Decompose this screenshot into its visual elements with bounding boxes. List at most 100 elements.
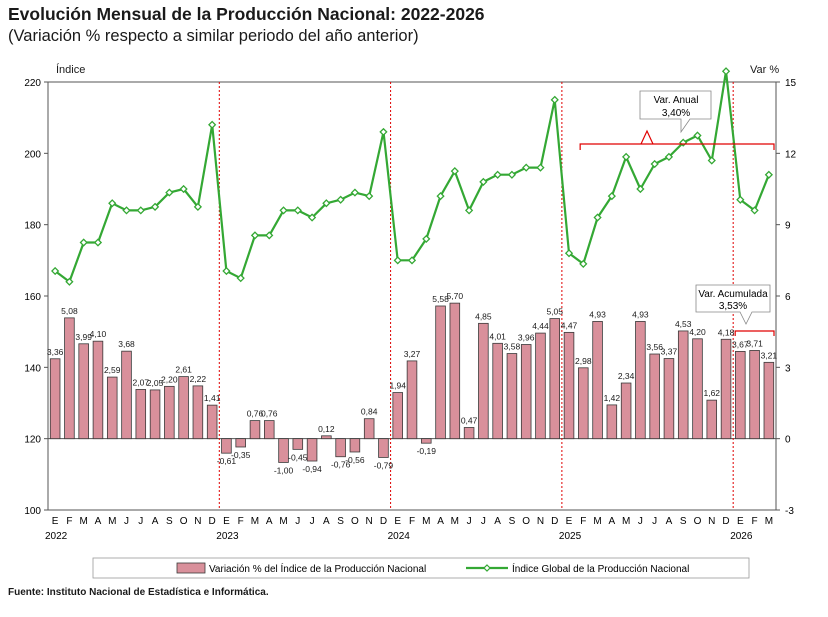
bar-value-label: 0,47	[461, 415, 478, 425]
index-point	[179, 184, 188, 194]
month-tick-label: F	[238, 516, 244, 527]
variation-bar	[406, 360, 418, 440]
bar-value-label: 3,58	[504, 342, 521, 352]
legend-line-marker	[483, 564, 491, 572]
variation-bar	[620, 382, 632, 440]
month-tick-label: F	[409, 516, 415, 527]
bar-value-label: 1,62	[703, 388, 720, 398]
variation-bar	[378, 438, 389, 458]
bar-value-label: 0,76	[247, 409, 264, 419]
index-point	[279, 206, 288, 215]
index-point	[407, 256, 417, 265]
bar-value-label: 5,05	[546, 307, 563, 317]
bar-value-label: 3,67	[732, 339, 749, 349]
month-tick-label: M	[279, 516, 287, 527]
variation-bar	[335, 438, 346, 458]
month-tick-label: D	[380, 516, 387, 527]
variation-bar	[492, 342, 503, 440]
month-tick-label: E	[737, 516, 744, 527]
month-tick-label: M	[593, 516, 601, 527]
month-tick-label: O	[694, 516, 702, 527]
variation-bar	[135, 389, 147, 440]
variation-bar	[449, 302, 461, 440]
chart-title: Evolución Mensual de la Producción Nacio…	[8, 4, 485, 24]
month-tick-label: J	[481, 516, 486, 527]
index-point	[664, 152, 674, 162]
variation-bar	[363, 418, 375, 440]
variation-bar	[463, 427, 475, 440]
bar-value-label: 4,18	[718, 327, 735, 337]
month-tick-label: F	[66, 516, 72, 527]
index-point	[165, 188, 174, 197]
month-tick-label: S	[337, 516, 344, 527]
variation-bar	[421, 438, 432, 444]
bar-value-label: -1,00	[274, 465, 294, 475]
variation-bar	[235, 438, 246, 448]
right-axis-tick-label: 15	[785, 78, 797, 89]
bar-value-label: 4,47	[561, 320, 578, 330]
index-point	[636, 184, 645, 194]
index-point	[736, 195, 745, 204]
month-tick-label: M	[422, 516, 430, 527]
bar-value-label: -0,35	[231, 450, 251, 460]
variation-bar	[64, 317, 75, 440]
variation-bar	[249, 420, 261, 440]
bar-value-label: -0,56	[345, 455, 365, 465]
bar-value-label: 1,42	[604, 393, 621, 403]
month-tick-label: D	[722, 516, 729, 527]
bar-value-label: -0,19	[417, 446, 437, 456]
index-point	[51, 266, 60, 276]
index-point	[193, 202, 203, 211]
variation-bar	[206, 404, 218, 440]
accumulated-bracket	[734, 330, 775, 336]
legend-box	[92, 557, 750, 579]
bar-value-label: 3,36	[47, 347, 64, 357]
plot-frame	[47, 81, 777, 511]
year-tick-label: 2022	[45, 531, 68, 542]
index-point	[122, 206, 131, 215]
annual-callout-label: Var. Anual	[654, 95, 699, 106]
bar-value-label: 5,08	[61, 306, 78, 316]
right-axis-tick-label: 0	[785, 435, 791, 446]
bar-value-label: 4,93	[589, 309, 606, 319]
month-tick-label: M	[622, 516, 630, 527]
bar-value-label: 2,98	[575, 356, 592, 366]
right-axis-tick-label: 12	[785, 149, 797, 160]
month-tick-label: M	[108, 516, 116, 527]
index-point	[150, 202, 160, 211]
index-point	[350, 188, 360, 197]
index-point	[379, 127, 388, 137]
left-axis-label: Índice	[56, 64, 86, 76]
bar-value-label: 3,71	[746, 338, 763, 348]
month-tick-label: J	[124, 516, 129, 527]
month-tick-label: A	[266, 516, 273, 527]
variation-bar	[435, 305, 446, 440]
variation-bar	[635, 321, 646, 440]
variation-bar	[692, 338, 703, 440]
month-tick-label: A	[494, 516, 501, 527]
month-tick-label: O	[180, 516, 188, 527]
variation-bar	[535, 332, 546, 440]
variation-bar	[478, 322, 489, 440]
index-point	[764, 170, 773, 179]
right-axis-tick-label: -3	[785, 506, 794, 517]
month-tick-label: M	[251, 516, 259, 527]
variation-bar	[221, 438, 232, 454]
variation-bar	[677, 330, 689, 440]
bar-value-label: 2,07	[133, 377, 150, 387]
bar-value-label: -0,76	[331, 460, 351, 470]
index-point	[479, 177, 488, 186]
bar-value-label: 3,27	[404, 349, 421, 359]
bar-value-label: 4,20	[689, 327, 706, 337]
left-axis-tick-label: 220	[24, 78, 41, 89]
variation-bar	[663, 358, 675, 440]
annual-bracket	[579, 143, 775, 150]
bar-value-label: 3,56	[646, 342, 663, 352]
bar-value-label: 4,85	[475, 311, 492, 321]
index-point	[450, 167, 459, 176]
index-point	[564, 249, 574, 258]
bar-value-label: 4,01	[489, 331, 506, 341]
bar-value-label: 0,12	[318, 424, 335, 434]
bar-value-label: 3,21	[761, 350, 778, 360]
